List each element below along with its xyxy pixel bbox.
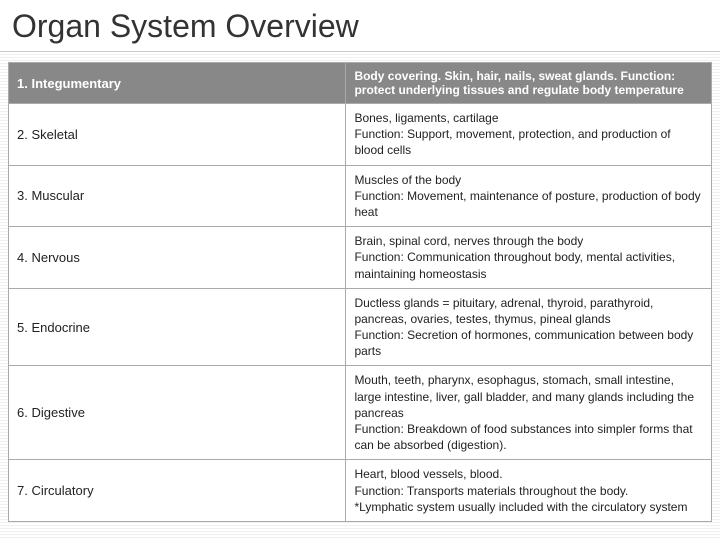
- table-header-row: 1. Integumentary Body covering. Skin, ha…: [9, 63, 712, 104]
- system-name-cell: 6. Digestive: [9, 366, 346, 460]
- system-description-cell: Ductless glands = pituitary, adrenal, th…: [346, 288, 712, 366]
- header-right-cell: Body covering. Skin, hair, nails, sweat …: [346, 63, 712, 104]
- system-name-cell: 3. Muscular: [9, 165, 346, 227]
- slide-title: Organ System Overview: [0, 0, 720, 52]
- table-container: 1. Integumentary Body covering. Skin, ha…: [0, 52, 720, 522]
- system-description-cell: Mouth, teeth, pharynx, esophagus, stomac…: [346, 366, 712, 460]
- organ-systems-table: 1. Integumentary Body covering. Skin, ha…: [8, 62, 712, 522]
- system-description-cell: Bones, ligaments, cartilageFunction: Sup…: [346, 104, 712, 166]
- table-row: 6. DigestiveMouth, teeth, pharynx, esoph…: [9, 366, 712, 460]
- table-row: 7. CirculatoryHeart, blood vessels, bloo…: [9, 460, 712, 522]
- table-row: 4. NervousBrain, spinal cord, nerves thr…: [9, 227, 712, 289]
- system-name-cell: 2. Skeletal: [9, 104, 346, 166]
- header-left-cell: 1. Integumentary: [9, 63, 346, 104]
- table-row: 3. MuscularMuscles of the bodyFunction: …: [9, 165, 712, 227]
- system-description-cell: Muscles of the bodyFunction: Movement, m…: [346, 165, 712, 227]
- table-row: 2. SkeletalBones, ligaments, cartilageFu…: [9, 104, 712, 166]
- system-name-cell: 4. Nervous: [9, 227, 346, 289]
- system-name-cell: 5. Endocrine: [9, 288, 346, 366]
- table-row: 5. EndocrineDuctless glands = pituitary,…: [9, 288, 712, 366]
- system-description-cell: Heart, blood vessels, blood.Function: Tr…: [346, 460, 712, 522]
- system-description-cell: Brain, spinal cord, nerves through the b…: [346, 227, 712, 289]
- system-name-cell: 7. Circulatory: [9, 460, 346, 522]
